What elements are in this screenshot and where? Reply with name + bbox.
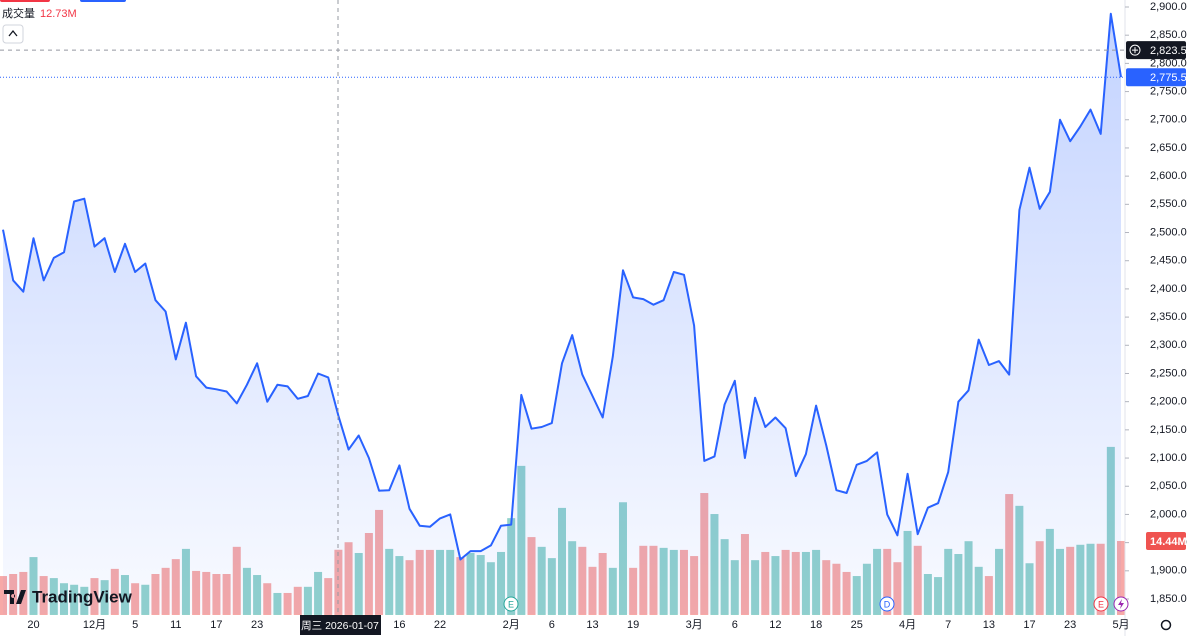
event-label: D xyxy=(884,599,891,609)
y-tick-label: 1,850.0 xyxy=(1150,593,1187,605)
y-tick-label: 2,700.0 xyxy=(1150,114,1187,126)
x-tick-label: 2月 xyxy=(503,619,520,631)
price-area xyxy=(3,13,1121,615)
overlay: 周三 2026-01-07 2,775.5 2,823.5 14.44M xyxy=(0,41,1187,635)
crosshair-date-box xyxy=(300,615,381,635)
x-tick-label: 23 xyxy=(251,619,263,631)
event-marker[interactable] xyxy=(879,596,895,612)
x-tick-label: 25 xyxy=(851,619,863,631)
x-tick-label: 4月 xyxy=(899,619,916,631)
last-price-label: 2,775.5 xyxy=(1150,72,1187,84)
y-tick-label: 2,350.0 xyxy=(1150,311,1187,323)
y-tick-label: 2,200.0 xyxy=(1150,396,1187,408)
event-marker[interactable] xyxy=(503,596,519,612)
y-tick-label: 2,450.0 xyxy=(1150,255,1187,267)
x-tick-label: 19 xyxy=(627,619,639,631)
last-price-box xyxy=(1126,68,1186,87)
y-tick-label: 2,400.0 xyxy=(1150,283,1187,295)
event-label: E xyxy=(508,599,514,609)
crosshair-add-icon xyxy=(1129,44,1141,56)
brand-name: TradingView xyxy=(32,587,133,606)
volume-title: 成交量 xyxy=(2,6,35,20)
x-tick-label: 17 xyxy=(210,619,222,631)
y-tick-label: 2,750.0 xyxy=(1150,85,1187,97)
crosshair-price-box xyxy=(1126,41,1186,60)
x-tick-label: 12 xyxy=(769,619,781,631)
y-tick-label: 1,900.0 xyxy=(1150,565,1187,577)
y-tick-label: 2,050.0 xyxy=(1150,480,1187,492)
x-tick-label: 13 xyxy=(586,619,598,631)
y-tick-label: 2,000.0 xyxy=(1150,508,1187,520)
partial-button[interactable] xyxy=(0,0,50,2)
x-tick-label: 5月 xyxy=(1112,619,1129,631)
crosshair-add-icon xyxy=(1132,47,1138,54)
y-tick-label: 2,800.0 xyxy=(1150,57,1187,69)
x-tick-label: 5 xyxy=(132,619,138,631)
x-tick-label: 18 xyxy=(810,619,822,631)
x-tick-label: 11 xyxy=(170,619,181,631)
y-tick-label: 2,600.0 xyxy=(1150,170,1187,182)
event-icon xyxy=(1118,599,1124,609)
x-tick-label: 23 xyxy=(1064,619,1076,631)
x-tick-label: 6 xyxy=(732,619,738,631)
x-tick-label: 6 xyxy=(549,619,555,631)
x-tick-label: 13 xyxy=(983,619,995,631)
event-marker[interactable] xyxy=(1093,596,1109,612)
partial-button[interactable] xyxy=(80,0,126,2)
event-label: E xyxy=(1098,599,1104,609)
y-tick-label: 2,650.0 xyxy=(1150,142,1187,154)
brand-logo xyxy=(4,590,26,604)
y-tick-label: 2,150.0 xyxy=(1150,424,1187,436)
crosshair-date: 周三 2026-01-07 xyxy=(301,620,379,632)
price-line xyxy=(2,12,1122,561)
settings-button[interactable] xyxy=(1160,619,1172,631)
y-tick-label: 2,300.0 xyxy=(1150,339,1187,351)
x-tick-label: 20 xyxy=(27,619,39,631)
x-tick-label: 3月 xyxy=(686,619,703,631)
x-tick-label: 22 xyxy=(434,619,446,631)
y-tick-label: 2,500.0 xyxy=(1150,226,1187,238)
volume-legend-value: 12.73M xyxy=(40,8,77,20)
x-tick-label: 12月 xyxy=(83,619,106,631)
last-volume-label: 14.44M xyxy=(1150,536,1187,548)
collapse-button[interactable] xyxy=(2,24,24,44)
x-tick-label: 7 xyxy=(945,619,951,631)
y-tick-label: 2,900.0 xyxy=(1150,1,1187,13)
last-volume-box xyxy=(1146,531,1186,550)
y-tick-label: 2,100.0 xyxy=(1150,452,1187,464)
x-tick-label: 17 xyxy=(1023,619,1035,631)
price-layer xyxy=(2,12,1122,615)
y-tick-label: 2,250.0 xyxy=(1150,367,1187,379)
y-tick-label: 2,550.0 xyxy=(1150,198,1187,210)
y-tick-label: 2,850.0 xyxy=(1150,29,1187,41)
x-tick-label: 16 xyxy=(393,619,405,631)
collapse-icon xyxy=(8,29,18,37)
crosshair-price-label: 2,823.5 xyxy=(1150,45,1187,57)
